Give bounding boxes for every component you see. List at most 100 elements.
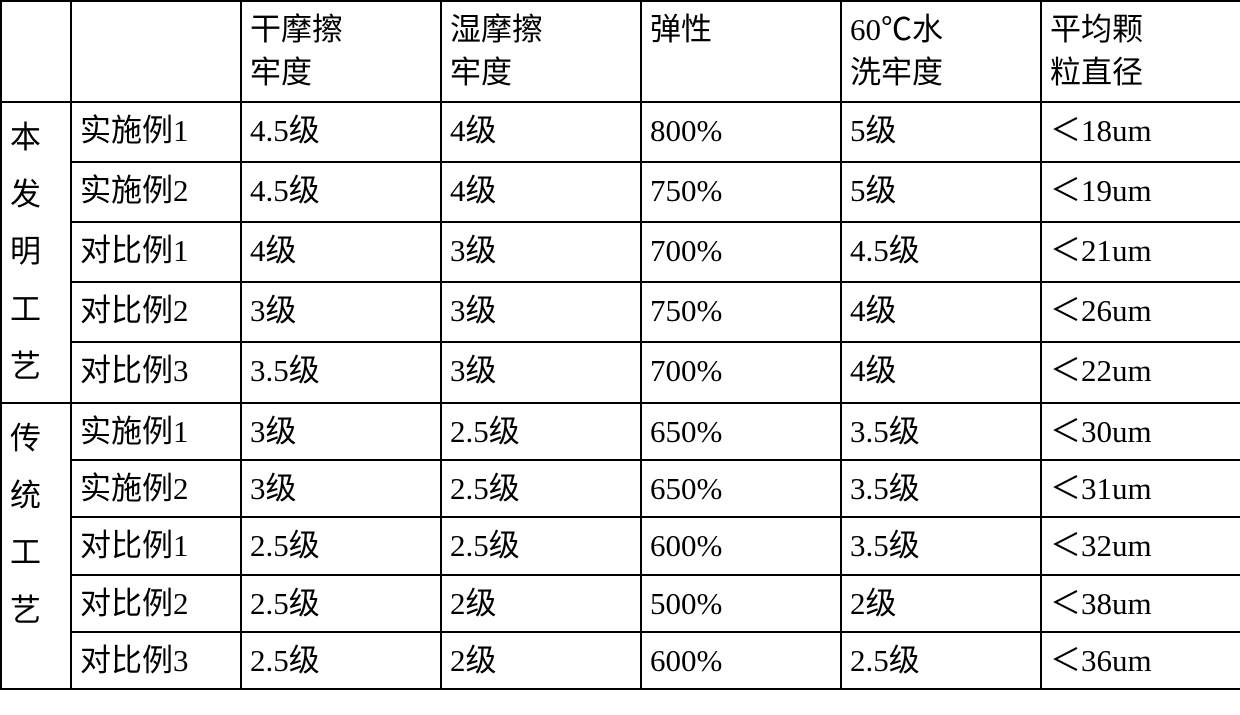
case-cell: 实施例2	[71, 162, 241, 222]
col-header: 弹性	[641, 1, 841, 102]
data-cell: 4.5级	[241, 162, 441, 222]
data-cell: 2.5级	[241, 517, 441, 574]
col-header-line: 牢度	[250, 55, 312, 90]
data-cell: ＜38um	[1041, 575, 1240, 632]
header-blank-2	[71, 1, 241, 102]
data-cell: 2.5级	[441, 403, 641, 460]
col-header-line: 干摩擦	[250, 12, 343, 47]
table-row: 对比例3 3.5级 3级 700% 4级 ＜22um	[1, 342, 1240, 402]
data-cell: ＜30um	[1041, 403, 1240, 460]
data-cell: 700%	[641, 222, 841, 282]
data-cell: 650%	[641, 403, 841, 460]
data-cell: 2级	[441, 575, 641, 632]
col-header: 平均颗 粒直径	[1041, 1, 1240, 102]
table-header-row: 干摩擦 牢度 湿摩擦 牢度 弹性 60℃水 洗牢度 平均颗 粒直径	[1, 1, 1240, 102]
case-cell: 实施例1	[71, 403, 241, 460]
case-cell: 对比例2	[71, 282, 241, 342]
col-header: 湿摩擦 牢度	[441, 1, 641, 102]
table-row: 传 统 工 艺 实施例1 3级 2.5级 650% 3.5级 ＜30um	[1, 403, 1240, 460]
data-cell: ＜31um	[1041, 460, 1240, 517]
data-cell: 4.5级	[241, 102, 441, 162]
group-label-char: 发	[10, 166, 62, 223]
col-header-line: 60℃水	[850, 12, 943, 47]
case-cell: 实施例1	[71, 102, 241, 162]
data-cell: 4级	[841, 282, 1041, 342]
data-cell: 750%	[641, 282, 841, 342]
case-cell: 对比例3	[71, 632, 241, 689]
data-cell: ＜18um	[1041, 102, 1240, 162]
data-cell: 600%	[641, 517, 841, 574]
group-label: 本 发 明 工 艺	[1, 102, 71, 403]
group-label: 传 统 工 艺	[1, 403, 71, 690]
data-cell: 2.5级	[841, 632, 1041, 689]
data-cell: 3.5级	[841, 460, 1041, 517]
data-cell: 2.5级	[441, 517, 641, 574]
col-header: 干摩擦 牢度	[241, 1, 441, 102]
case-cell: 对比例1	[71, 517, 241, 574]
table-body: 干摩擦 牢度 湿摩擦 牢度 弹性 60℃水 洗牢度 平均颗 粒直径 本	[1, 1, 1240, 689]
data-cell: 600%	[641, 632, 841, 689]
case-cell: 实施例2	[71, 460, 241, 517]
col-header-line: 湿摩擦	[450, 12, 543, 47]
data-cell: 4级	[841, 342, 1041, 402]
data-cell: 2.5级	[241, 575, 441, 632]
data-cell: 5级	[841, 102, 1041, 162]
data-cell: 4级	[241, 222, 441, 282]
data-cell: 2级	[441, 632, 641, 689]
data-cell: 4级	[441, 162, 641, 222]
data-cell: 3级	[241, 403, 441, 460]
table-row: 实施例2 4.5级 4级 750% 5级 ＜19um	[1, 162, 1240, 222]
data-cell: 700%	[641, 342, 841, 402]
data-cell: ＜32um	[1041, 517, 1240, 574]
col-header-line: 牢度	[450, 55, 512, 90]
data-cell: 800%	[641, 102, 841, 162]
data-cell: 3级	[241, 460, 441, 517]
header-blank-1	[1, 1, 71, 102]
data-cell: 4.5级	[841, 222, 1041, 282]
col-header-line: 平均颗	[1050, 12, 1143, 47]
data-cell: ＜19um	[1041, 162, 1240, 222]
data-cell: 500%	[641, 575, 841, 632]
data-cell: ＜22um	[1041, 342, 1240, 402]
col-header: 60℃水 洗牢度	[841, 1, 1041, 102]
group-label-char: 艺	[10, 582, 62, 639]
group-label-char: 统	[10, 467, 62, 524]
table-row: 对比例1 2.5级 2.5级 600% 3.5级 ＜32um	[1, 517, 1240, 574]
data-cell: 650%	[641, 460, 841, 517]
data-cell: 3级	[441, 222, 641, 282]
data-cell: 3级	[241, 282, 441, 342]
col-header-line: 粒直径	[1050, 55, 1143, 90]
data-cell: 3.5级	[241, 342, 441, 402]
col-header-line: 弹性	[650, 12, 712, 47]
table-row: 对比例2 3级 3级 750% 4级 ＜26um	[1, 282, 1240, 342]
table-row: 实施例2 3级 2.5级 650% 3.5级 ＜31um	[1, 460, 1240, 517]
group-label-char: 工	[10, 281, 62, 338]
data-cell: ＜36um	[1041, 632, 1240, 689]
table-row: 对比例3 2.5级 2级 600% 2.5级 ＜36um	[1, 632, 1240, 689]
group-label-char: 工	[10, 524, 62, 581]
group-label-char: 本	[10, 109, 62, 166]
table-row: 对比例1 4级 3级 700% 4.5级 ＜21um	[1, 222, 1240, 282]
case-cell: 对比例2	[71, 575, 241, 632]
data-cell: ＜21um	[1041, 222, 1240, 282]
data-cell: 2.5级	[241, 632, 441, 689]
data-cell: ＜26um	[1041, 282, 1240, 342]
col-header-line: 洗牢度	[850, 55, 943, 90]
group-label-char: 明	[10, 223, 62, 280]
table-row: 本 发 明 工 艺 实施例1 4.5级 4级 800% 5级 ＜18um	[1, 102, 1240, 162]
data-cell: 5级	[841, 162, 1041, 222]
data-cell: 2级	[841, 575, 1041, 632]
data-cell: 3级	[441, 342, 641, 402]
data-cell: 3.5级	[841, 403, 1041, 460]
case-cell: 对比例3	[71, 342, 241, 402]
data-cell: 4级	[441, 102, 641, 162]
case-cell: 对比例1	[71, 222, 241, 282]
data-table: 干摩擦 牢度 湿摩擦 牢度 弹性 60℃水 洗牢度 平均颗 粒直径 本	[0, 0, 1240, 690]
data-cell: 750%	[641, 162, 841, 222]
data-cell: 2.5级	[441, 460, 641, 517]
data-cell: 3.5级	[841, 517, 1041, 574]
group-label-char: 艺	[10, 338, 62, 395]
data-cell: 3级	[441, 282, 641, 342]
group-label-char: 传	[10, 410, 62, 467]
table-row: 对比例2 2.5级 2级 500% 2级 ＜38um	[1, 575, 1240, 632]
